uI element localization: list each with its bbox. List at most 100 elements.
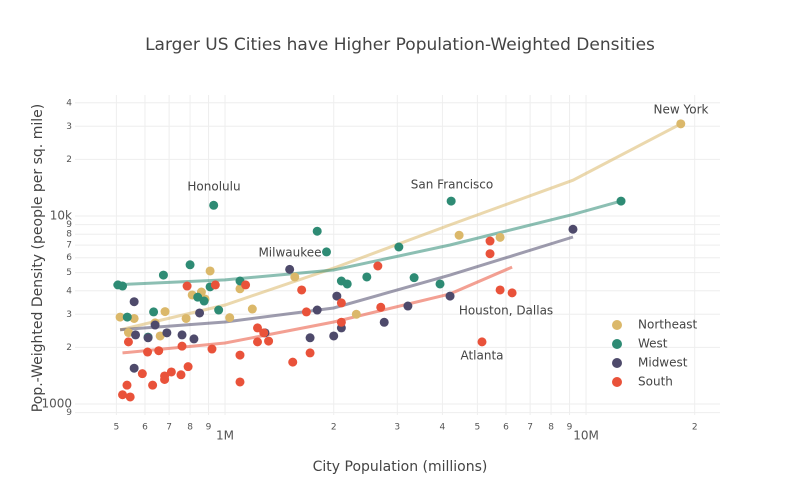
annotation: New York <box>654 103 709 117</box>
data-point <box>209 200 219 210</box>
data-point <box>129 297 139 307</box>
data-point <box>379 317 389 327</box>
data-point <box>253 323 263 333</box>
data-point <box>507 288 517 298</box>
data-point <box>182 281 192 291</box>
y-tick-label: 1000 <box>41 397 72 411</box>
data-point <box>336 317 346 327</box>
data-point <box>305 348 315 358</box>
legend-marker <box>612 320 622 330</box>
data-point <box>253 337 263 347</box>
data-point <box>162 328 172 338</box>
data-point <box>177 330 187 340</box>
data-point <box>148 380 158 390</box>
y-tick-label: 8 <box>66 230 72 240</box>
data-point <box>160 307 170 317</box>
data-point <box>312 226 322 236</box>
data-point <box>143 347 153 357</box>
data-point <box>288 357 298 367</box>
data-point <box>301 307 311 317</box>
data-point <box>137 369 147 379</box>
data-point <box>149 307 159 317</box>
x-tick-label: 9 <box>567 423 573 433</box>
data-point <box>129 363 139 373</box>
data-point <box>477 337 487 347</box>
annotation: Houston, Dallas <box>459 304 553 318</box>
x-tick-label: 4 <box>440 423 446 433</box>
x-tick-label: 5 <box>475 423 481 433</box>
legend-marker <box>612 377 622 387</box>
x-tick-label: 2 <box>692 423 698 433</box>
annotation: Honolulu <box>187 180 240 194</box>
data-point <box>351 309 361 319</box>
data-point <box>285 264 295 274</box>
x-tick-label: 10M <box>573 429 599 443</box>
data-point <box>336 276 346 286</box>
data-point <box>376 302 386 312</box>
y-tick-label: 2 <box>66 155 72 165</box>
x-tick-label: 2 <box>331 423 337 433</box>
data-point <box>235 350 245 360</box>
data-point <box>115 312 125 322</box>
data-point <box>676 119 686 129</box>
y-tick-label: 6 <box>66 253 72 263</box>
data-point <box>290 272 300 282</box>
legend-marker <box>612 358 622 368</box>
data-point <box>336 298 346 308</box>
data-point <box>322 247 332 257</box>
x-tick-label: 7 <box>527 423 533 433</box>
y-tick-label: 7 <box>66 241 72 251</box>
data-point <box>125 392 135 402</box>
data-point <box>193 292 203 302</box>
x-tick-label: 8 <box>187 423 193 433</box>
legend-label: South <box>638 375 673 389</box>
data-point <box>185 260 195 270</box>
y-tick-label: 5 <box>66 268 72 278</box>
data-point <box>166 367 176 377</box>
data-point <box>181 313 191 323</box>
y-axis-label: Pop.-Weighted Density (people per sq. mi… <box>30 104 46 412</box>
y-tick-label: 10k <box>50 208 72 222</box>
data-point <box>195 308 205 318</box>
x-tick-label: 9 <box>206 423 212 433</box>
data-point <box>214 305 224 315</box>
data-point <box>446 196 456 206</box>
data-point <box>332 291 342 301</box>
x-tick-label: 6 <box>142 423 148 433</box>
data-point <box>150 320 160 330</box>
legend-label: West <box>638 337 668 351</box>
data-point <box>189 334 199 344</box>
data-point <box>123 337 133 347</box>
data-point <box>485 236 495 246</box>
data-point <box>454 230 464 240</box>
data-point <box>205 266 215 276</box>
data-point <box>259 328 269 338</box>
fit-line <box>119 235 574 332</box>
data-point <box>143 333 153 343</box>
data-point <box>123 328 133 338</box>
fit-line <box>119 122 682 332</box>
annotation: San Francisco <box>411 178 493 192</box>
data-point <box>312 305 322 315</box>
data-point <box>122 312 132 322</box>
x-tick-label: 3 <box>394 423 400 433</box>
data-point <box>129 313 139 323</box>
data-point <box>568 224 578 234</box>
data-point <box>241 280 251 290</box>
y-tick-label: 4 <box>66 286 72 296</box>
data-point <box>297 285 307 295</box>
data-point <box>394 242 404 252</box>
y-tick-label: 9 <box>66 220 72 230</box>
data-point <box>235 377 245 387</box>
data-point <box>616 196 626 206</box>
data-point <box>409 273 419 283</box>
data-point <box>225 313 235 323</box>
data-point <box>154 346 164 356</box>
data-point <box>362 272 372 282</box>
x-tick-label: 8 <box>548 423 554 433</box>
data-point <box>131 330 141 340</box>
legend-label: Northeast <box>638 318 698 332</box>
data-point <box>445 291 455 301</box>
data-point <box>485 249 495 259</box>
